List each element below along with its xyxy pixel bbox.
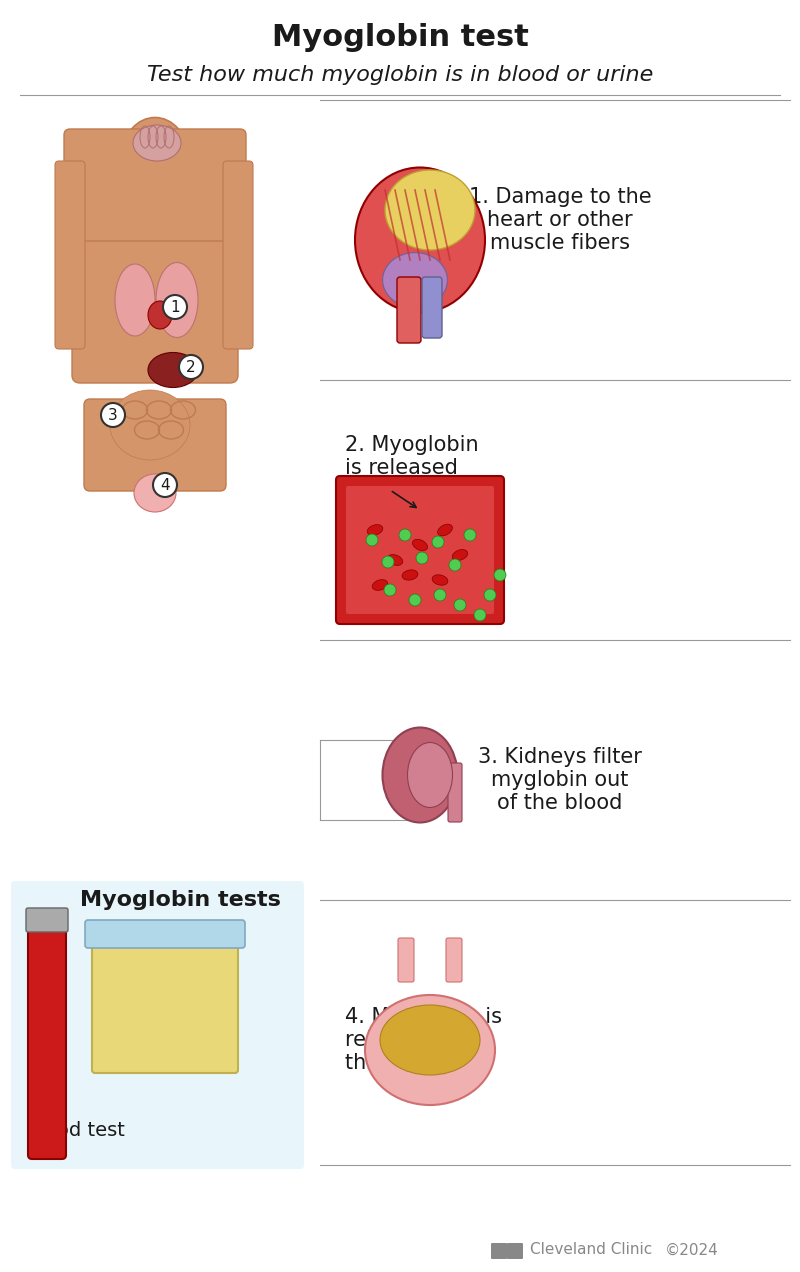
Ellipse shape [365,995,495,1105]
FancyBboxPatch shape [507,1243,523,1259]
Text: 2: 2 [186,360,196,374]
Circle shape [449,558,461,571]
FancyBboxPatch shape [26,908,68,932]
Circle shape [163,295,187,319]
Text: 1: 1 [170,299,180,314]
Ellipse shape [148,352,198,388]
Text: Test how much myoglobin is in blood or urine: Test how much myoglobin is in blood or u… [147,65,653,85]
Text: 3: 3 [108,407,118,422]
Ellipse shape [437,525,453,536]
Circle shape [484,589,496,600]
Circle shape [382,556,394,569]
Ellipse shape [402,570,418,580]
Text: Cleveland Clinic: Cleveland Clinic [530,1243,652,1258]
Circle shape [494,569,506,581]
FancyBboxPatch shape [28,921,66,1159]
Circle shape [464,529,476,541]
FancyBboxPatch shape [398,937,414,982]
Ellipse shape [122,117,187,192]
Ellipse shape [385,170,475,251]
Text: 4: 4 [160,477,170,492]
Ellipse shape [412,539,428,551]
FancyBboxPatch shape [448,763,462,822]
Text: 1. Damage to the
heart or other
muscle fibers: 1. Damage to the heart or other muscle f… [469,187,651,253]
Ellipse shape [133,125,181,162]
FancyBboxPatch shape [346,486,494,614]
Ellipse shape [367,524,382,536]
FancyBboxPatch shape [139,173,171,207]
FancyBboxPatch shape [446,937,462,982]
FancyBboxPatch shape [422,277,442,338]
Text: 2. Myoglobin
is released
and enters the
bloodstream: 2. Myoglobin is released and enters the … [345,435,498,525]
FancyBboxPatch shape [64,128,246,240]
Circle shape [366,534,378,546]
FancyBboxPatch shape [84,399,226,491]
Ellipse shape [156,262,198,337]
FancyBboxPatch shape [55,162,85,349]
Ellipse shape [148,301,172,329]
Circle shape [409,594,421,605]
Ellipse shape [110,391,190,460]
Ellipse shape [115,265,155,336]
Ellipse shape [382,253,447,308]
Ellipse shape [355,168,485,313]
Text: 4. Myoglobin is
released into
the urine: 4. Myoglobin is released into the urine [345,1007,502,1074]
Text: ©2024: ©2024 [665,1243,718,1258]
Ellipse shape [382,728,458,823]
Circle shape [384,584,396,597]
Circle shape [179,355,203,379]
Circle shape [101,403,125,427]
Circle shape [454,599,466,611]
Circle shape [432,536,444,548]
Ellipse shape [134,474,176,513]
Text: Urine test: Urine test [117,950,213,969]
FancyBboxPatch shape [92,937,238,1074]
Circle shape [399,529,411,541]
Circle shape [153,473,177,497]
FancyBboxPatch shape [72,197,238,383]
FancyBboxPatch shape [336,476,504,625]
Ellipse shape [407,743,453,808]
Circle shape [434,589,446,600]
Text: Blood test: Blood test [26,1121,125,1140]
Ellipse shape [372,580,388,590]
Ellipse shape [452,550,468,561]
Circle shape [416,552,428,563]
FancyBboxPatch shape [397,277,421,343]
Ellipse shape [380,1005,480,1075]
FancyBboxPatch shape [11,881,304,1169]
FancyBboxPatch shape [491,1243,507,1259]
FancyBboxPatch shape [85,920,245,948]
Text: 3. Kidneys filter
myglobin out
of the blood: 3. Kidneys filter myglobin out of the bl… [478,747,642,813]
FancyBboxPatch shape [223,162,253,349]
Ellipse shape [387,555,403,565]
Ellipse shape [432,575,448,585]
Circle shape [474,609,486,621]
Text: Myoglobin test: Myoglobin test [271,23,529,52]
Text: Myoglobin tests: Myoglobin tests [80,890,281,909]
